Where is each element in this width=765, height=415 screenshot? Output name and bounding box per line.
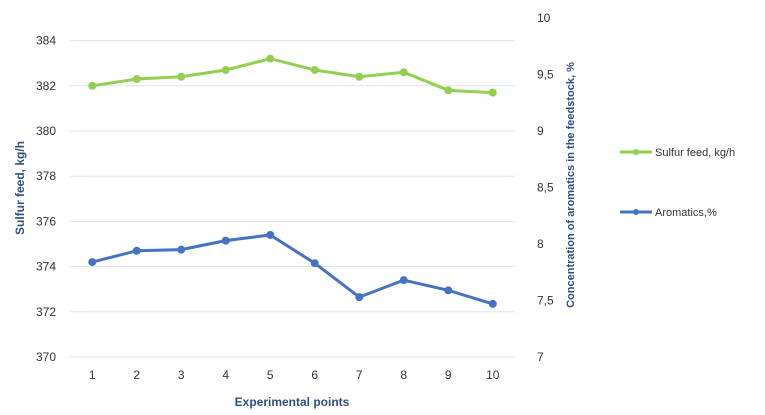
y-tick-label: 376 bbox=[36, 214, 56, 228]
y2-tick-label: 10 bbox=[537, 11, 551, 25]
y2-tick-label: 8 bbox=[537, 237, 544, 251]
x-tick-label: 3 bbox=[178, 368, 185, 382]
y-tick-label: 370 bbox=[36, 350, 56, 364]
x-tick-label: 5 bbox=[267, 368, 274, 382]
y2-tick-label: 7 bbox=[537, 350, 544, 364]
x-tick-label: 9 bbox=[445, 368, 452, 382]
y-axis-title: Sulfur feed, kg/h bbox=[13, 141, 27, 235]
y2-tick-label: 9 bbox=[537, 124, 544, 138]
data-point-series-1 bbox=[399, 276, 408, 285]
data-point-series-0 bbox=[132, 75, 141, 84]
y-tick-label: 378 bbox=[36, 169, 56, 183]
legend-label-sulfur-feed: Sulfur feed, kg/h bbox=[655, 147, 735, 159]
y2-tick-label: 9,5 bbox=[537, 68, 554, 82]
x-tick-label: 4 bbox=[222, 368, 229, 382]
y2-tick-label: 8,5 bbox=[537, 181, 554, 195]
data-point-series-1 bbox=[88, 258, 97, 267]
legend: Sulfur feed, kg/h Aromatics,% bbox=[620, 147, 735, 219]
data-point-series-1 bbox=[444, 286, 453, 295]
y2-tick-label: 7,5 bbox=[537, 294, 554, 308]
x-tick-label: 7 bbox=[356, 368, 363, 382]
data-point-series-0 bbox=[355, 72, 364, 81]
y2-axis-title: Concentration of aromatics in the feedst… bbox=[565, 62, 577, 308]
data-point-series-0 bbox=[88, 81, 97, 90]
series-line-1 bbox=[90, 233, 495, 306]
series-line-0 bbox=[90, 57, 495, 95]
legend-marker-aromatics bbox=[633, 209, 639, 215]
left-axis-ticks: 370 372 374 376 378 380 382 384 bbox=[36, 34, 56, 364]
data-point-series-1 bbox=[266, 230, 275, 239]
y-tick-label: 380 bbox=[36, 124, 56, 138]
data-point-series-1 bbox=[221, 236, 230, 245]
x-tick-label: 1 bbox=[89, 368, 96, 382]
data-point-series-1 bbox=[177, 245, 186, 254]
data-point-series-0 bbox=[444, 86, 453, 95]
data-point-series-1 bbox=[310, 259, 319, 268]
x-tick-label: 2 bbox=[133, 368, 140, 382]
y-tick-label: 372 bbox=[36, 305, 56, 319]
x-tick-label: 8 bbox=[400, 368, 407, 382]
legend-item-aromatics: Aromatics,% bbox=[620, 207, 717, 219]
legend-item-sulfur-feed: Sulfur feed, kg/h bbox=[620, 147, 735, 159]
data-point-series-0 bbox=[177, 72, 186, 81]
data-point-series-0 bbox=[310, 65, 319, 74]
y-tick-label: 382 bbox=[36, 79, 56, 93]
legend-label-aromatics: Aromatics,% bbox=[655, 207, 717, 219]
y-tick-label: 384 bbox=[36, 34, 56, 48]
data-point-series-0 bbox=[221, 65, 230, 74]
legend-marker-sulfur-feed bbox=[633, 149, 639, 155]
right-axis-ticks: 7 7,5 8 8,5 9 9,5 10 bbox=[537, 11, 554, 364]
x-axis-ticks: 1 2 3 4 5 6 7 8 9 10 bbox=[89, 368, 500, 382]
data-point-series-0 bbox=[488, 88, 497, 97]
x-tick-label: 10 bbox=[486, 368, 500, 382]
data-point-series-0 bbox=[399, 68, 408, 77]
data-point-series-0 bbox=[266, 54, 275, 63]
x-axis-title: Experimental points bbox=[235, 395, 350, 409]
data-point-series-1 bbox=[355, 293, 364, 302]
x-tick-label: 6 bbox=[311, 368, 318, 382]
data-point-series-1 bbox=[132, 246, 141, 255]
series-layer bbox=[88, 54, 497, 308]
gridlines bbox=[70, 40, 515, 358]
data-point-series-1 bbox=[488, 299, 497, 308]
y-tick-label: 374 bbox=[36, 260, 56, 274]
